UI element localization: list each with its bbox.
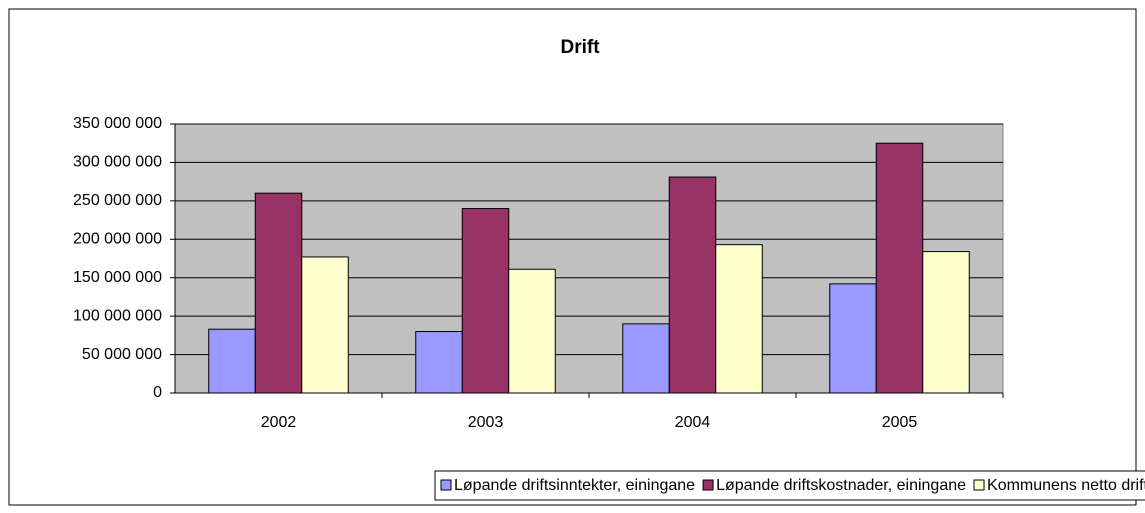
- bar: [668, 176, 717, 394]
- x-tick-label: 2002: [261, 414, 297, 431]
- x-tick-label: 2004: [675, 414, 711, 431]
- bar: [829, 283, 877, 394]
- y-tick-label: 100 000 000: [73, 307, 162, 324]
- bar: [875, 142, 924, 394]
- legend-swatch: [702, 479, 714, 491]
- x-tick-label: 2003: [468, 414, 504, 431]
- bar: [254, 192, 303, 394]
- bar: [508, 268, 556, 394]
- y-tick-label: 350 000 000: [73, 115, 162, 132]
- chart-title: Drift: [560, 37, 600, 58]
- legend-swatch: [440, 479, 452, 491]
- y-tick-label: 200 000 000: [73, 231, 162, 248]
- bar: [415, 331, 463, 394]
- y-tick-label: 0: [153, 384, 162, 401]
- bar: [461, 208, 510, 394]
- y-tick-label: 150 000 000: [73, 269, 162, 286]
- y-tick-label: 250 000 000: [73, 192, 162, 209]
- bar: [301, 256, 349, 394]
- legend-label: Løpande driftskostnader, einingane: [716, 477, 966, 494]
- bar: [622, 323, 670, 394]
- legend-swatch: [973, 479, 985, 491]
- legend-label: Kommunens netto driftskostnader: [987, 477, 1145, 494]
- legend-label: Løpande driftsinntekter, einingane: [454, 477, 695, 494]
- x-tick-label: 2005: [882, 414, 918, 431]
- bar: [208, 328, 256, 394]
- bar: [922, 251, 970, 394]
- y-tick-label: 50 000 000: [82, 346, 162, 363]
- y-tick-label: 300 000 000: [73, 154, 162, 171]
- bar: [715, 244, 763, 394]
- legend-box: [434, 470, 1145, 501]
